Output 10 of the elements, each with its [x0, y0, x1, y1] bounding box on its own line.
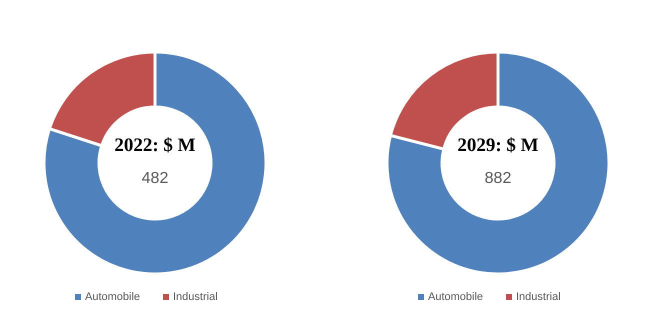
legend-label: Automobile: [428, 291, 484, 303]
legend-label: Industrial: [516, 291, 561, 303]
text: 2022: $ M: [114, 135, 196, 156]
text: 482: [142, 170, 168, 187]
legend-label: Automobile: [85, 291, 140, 303]
text: 882: [484, 170, 512, 187]
text: 2029: $ M: [457, 135, 539, 156]
donut-slice: [386, 50, 610, 276]
legend-label: Industrial: [173, 291, 218, 303]
donut-slice: [42, 50, 268, 276]
